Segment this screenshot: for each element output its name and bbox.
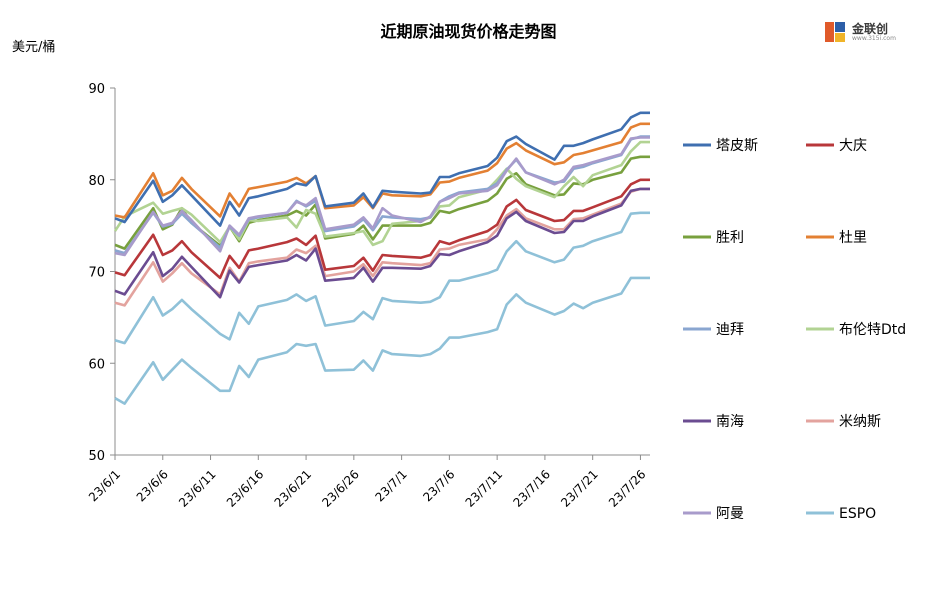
x-tick-label: 23/6/26 — [319, 467, 362, 510]
x-tick-label: 23/7/26 — [606, 467, 649, 510]
x-tick-label: 23/6/21 — [272, 467, 315, 510]
series-line-塔皮斯 — [114, 111, 650, 227]
legend-label: 杜里 — [839, 230, 867, 246]
series-line-ESPO — [114, 211, 650, 345]
legend-label: ESPO — [839, 506, 876, 522]
series-lines — [113, 111, 650, 405]
y-tick-label: 80 — [88, 174, 105, 189]
legend-label: 布伦特Dtd — [839, 322, 906, 338]
chart-title: 近期原油现货价格走势图 — [380, 22, 557, 41]
series-line-大庆 — [114, 178, 650, 280]
legend-label: 迪拜 — [716, 322, 744, 338]
x-tick-label: 23/7/6 — [420, 467, 457, 504]
y-axis-unit: 美元/桶 — [12, 40, 56, 55]
series-line-阿曼 — [114, 136, 650, 257]
x-tick-label: 23/7/1 — [373, 467, 410, 504]
x-tick-label: 23/6/16 — [224, 467, 267, 510]
logo-subtext: www.315i.com — [852, 35, 896, 42]
x-tick-label: 23/7/16 — [510, 467, 553, 510]
x-tick-label: 23/7/21 — [558, 467, 601, 510]
series-line-杜里 — [114, 122, 650, 219]
series-line-ESPO_low — [114, 276, 650, 405]
series-line-米纳斯 — [114, 187, 650, 307]
logo-mark-icon — [825, 22, 845, 42]
series-line-南海 — [114, 187, 650, 299]
logo-text: 金联创 — [852, 22, 889, 36]
y-tick-label: 60 — [88, 357, 105, 372]
logo: 金联创 www.315i.com — [822, 18, 896, 46]
legend-label: 大庆 — [839, 138, 867, 154]
x-tick-label: 23/6/1 — [86, 467, 123, 504]
y-tick-label: 50 — [88, 449, 105, 464]
y-tick-label: 90 — [88, 82, 105, 97]
y-tick-label: 70 — [88, 266, 105, 281]
legend-label: 南海 — [716, 414, 744, 430]
x-tick-label: 23/6/6 — [134, 467, 171, 504]
legend-label: 米纳斯 — [839, 414, 881, 430]
legend-label: 胜利 — [716, 230, 744, 246]
legend-label: 塔皮斯 — [716, 138, 758, 154]
legend-label: 阿曼 — [716, 506, 744, 522]
series-line-布伦特Dtd — [113, 140, 650, 247]
x-tick-label: 23/6/11 — [176, 467, 219, 510]
x-tick-label: 23/7/11 — [463, 467, 506, 510]
